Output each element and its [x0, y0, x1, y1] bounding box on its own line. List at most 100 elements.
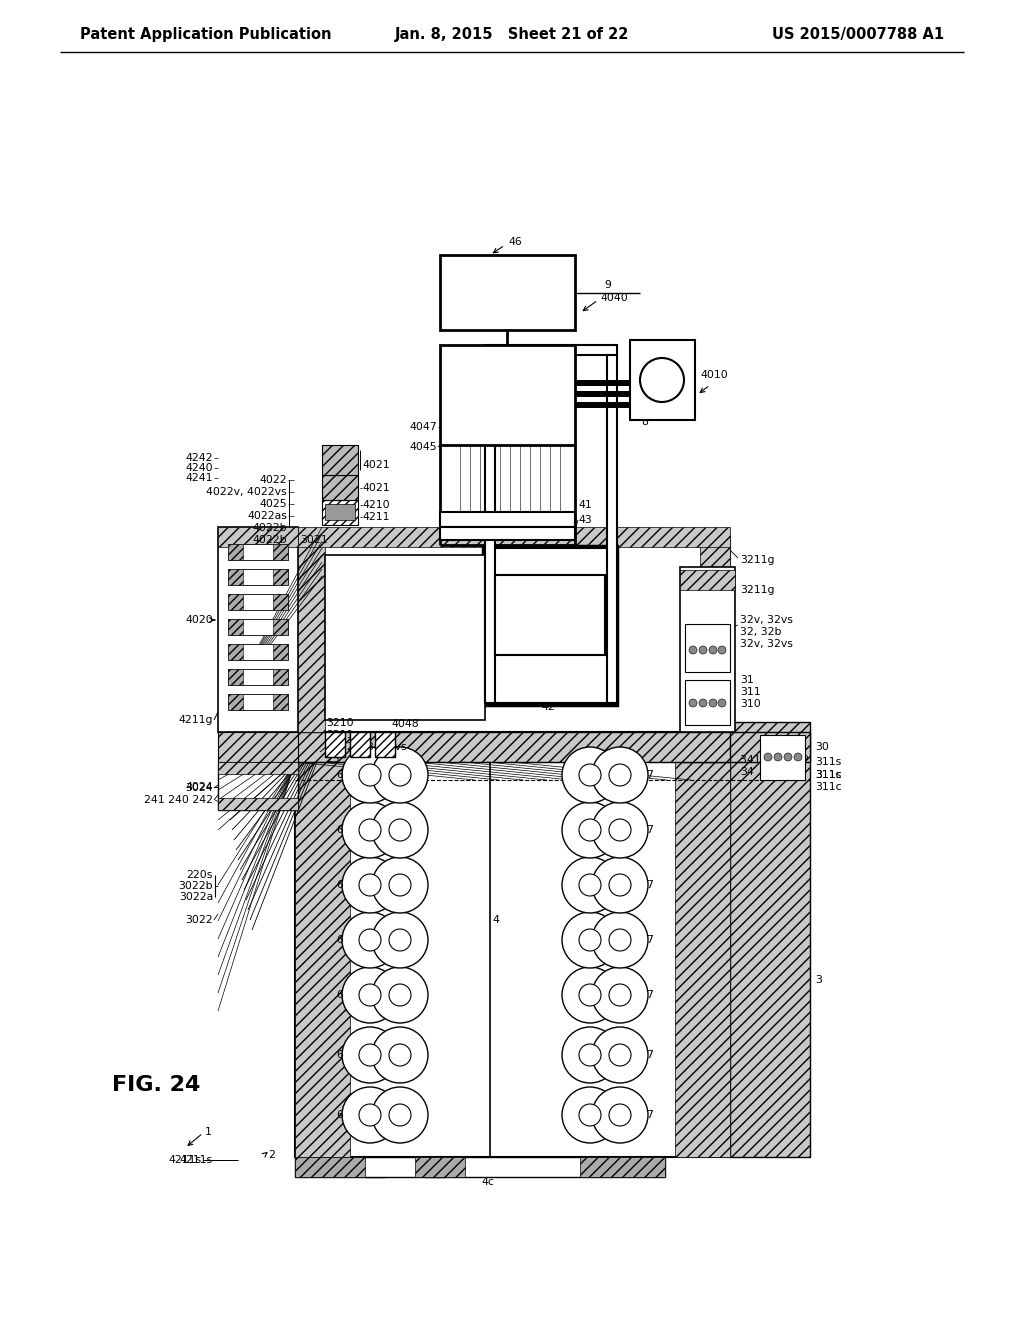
Bar — [322, 500, 358, 525]
Text: 4022v, 4022vs: 4022v, 4022vs — [207, 487, 287, 498]
Circle shape — [689, 700, 697, 708]
Bar — [218, 527, 298, 733]
Bar — [425, 1158, 445, 1177]
Bar — [575, 380, 630, 385]
Bar — [322, 475, 358, 500]
Text: FIG. 24: FIG. 24 — [112, 1074, 201, 1096]
Circle shape — [579, 929, 601, 950]
Bar — [295, 733, 730, 762]
Circle shape — [609, 818, 631, 841]
Text: 4022as: 4022as — [247, 511, 287, 521]
Circle shape — [342, 747, 398, 803]
Text: 6: 6 — [337, 1110, 343, 1119]
Circle shape — [592, 968, 648, 1023]
Text: 4210: 4210 — [362, 500, 389, 510]
Text: 4022b: 4022b — [252, 523, 287, 533]
Bar — [485, 345, 617, 355]
Circle shape — [342, 912, 398, 968]
Bar — [575, 403, 630, 408]
Circle shape — [389, 874, 411, 896]
Bar — [273, 569, 288, 585]
Bar — [228, 569, 243, 585]
Bar — [415, 1158, 465, 1177]
Bar — [325, 504, 355, 520]
Circle shape — [359, 1104, 381, 1126]
Circle shape — [709, 645, 717, 653]
Text: 4c: 4c — [481, 1177, 495, 1187]
Bar — [325, 554, 485, 719]
Text: 3211g: 3211g — [740, 554, 774, 565]
Bar — [295, 762, 350, 1158]
Text: 32v, 32vs: 32v, 32vs — [740, 639, 793, 649]
Circle shape — [774, 752, 782, 762]
Bar — [228, 644, 288, 660]
Circle shape — [389, 929, 411, 950]
Circle shape — [372, 912, 428, 968]
Circle shape — [718, 645, 726, 653]
Text: 6: 6 — [337, 935, 343, 945]
Bar — [228, 694, 288, 710]
Circle shape — [592, 1086, 648, 1143]
Text: US 2015/0007788 A1: US 2015/0007788 A1 — [772, 28, 944, 42]
Text: 32, 32b: 32, 32b — [740, 627, 781, 638]
Circle shape — [372, 857, 428, 913]
Circle shape — [359, 764, 381, 785]
Bar — [295, 762, 730, 1158]
Bar — [680, 570, 735, 590]
Circle shape — [592, 912, 648, 968]
Text: 41: 41 — [578, 500, 592, 510]
Bar — [228, 544, 243, 560]
Text: 4020: 4020 — [185, 615, 213, 624]
Circle shape — [562, 747, 618, 803]
Text: 3022: 3022 — [185, 915, 213, 925]
Text: 4211g: 4211g — [178, 715, 213, 725]
Circle shape — [689, 645, 697, 653]
Text: 4022b: 4022b — [252, 535, 287, 545]
Bar — [630, 341, 695, 420]
Circle shape — [562, 857, 618, 913]
Bar — [730, 722, 810, 1158]
Circle shape — [342, 1027, 398, 1082]
Circle shape — [562, 1086, 618, 1143]
Circle shape — [609, 874, 631, 896]
Circle shape — [342, 857, 398, 913]
Text: 3021: 3021 — [300, 535, 328, 545]
Circle shape — [562, 1027, 618, 1082]
Text: 4242: 4242 — [185, 453, 213, 463]
Text: 4240: 4240 — [185, 463, 213, 473]
Bar — [325, 733, 345, 756]
Text: 220s: 220s — [186, 870, 213, 880]
Bar — [228, 669, 243, 685]
Text: 7: 7 — [646, 935, 653, 945]
Bar — [218, 762, 298, 774]
Text: Jan. 8, 2015   Sheet 21 of 22: Jan. 8, 2015 Sheet 21 of 22 — [395, 28, 629, 42]
Circle shape — [372, 1027, 428, 1082]
Circle shape — [579, 874, 601, 896]
Text: 3022v, 3022vs: 3022v, 3022vs — [326, 742, 407, 752]
Circle shape — [372, 747, 428, 803]
Text: 311s: 311s — [815, 756, 842, 767]
Circle shape — [764, 752, 772, 762]
Bar — [273, 694, 288, 710]
Circle shape — [609, 1104, 631, 1126]
Text: 6: 6 — [337, 1049, 343, 1060]
Text: 7: 7 — [646, 1049, 653, 1060]
Circle shape — [784, 752, 792, 762]
Bar — [580, 1158, 665, 1177]
Circle shape — [794, 752, 802, 762]
Text: 7: 7 — [646, 770, 653, 780]
Bar — [760, 735, 805, 780]
Text: 3022b: 3022b — [178, 880, 213, 891]
Text: 7: 7 — [646, 880, 653, 890]
Bar — [700, 537, 730, 733]
Bar — [218, 733, 298, 762]
Bar — [295, 527, 730, 546]
Circle shape — [372, 1086, 428, 1143]
Text: 311: 311 — [740, 686, 761, 697]
Text: 7: 7 — [646, 825, 653, 836]
Text: 2: 2 — [268, 1150, 274, 1160]
Circle shape — [579, 1044, 601, 1067]
Circle shape — [592, 803, 648, 858]
Text: P: P — [657, 374, 667, 387]
Circle shape — [718, 700, 726, 708]
